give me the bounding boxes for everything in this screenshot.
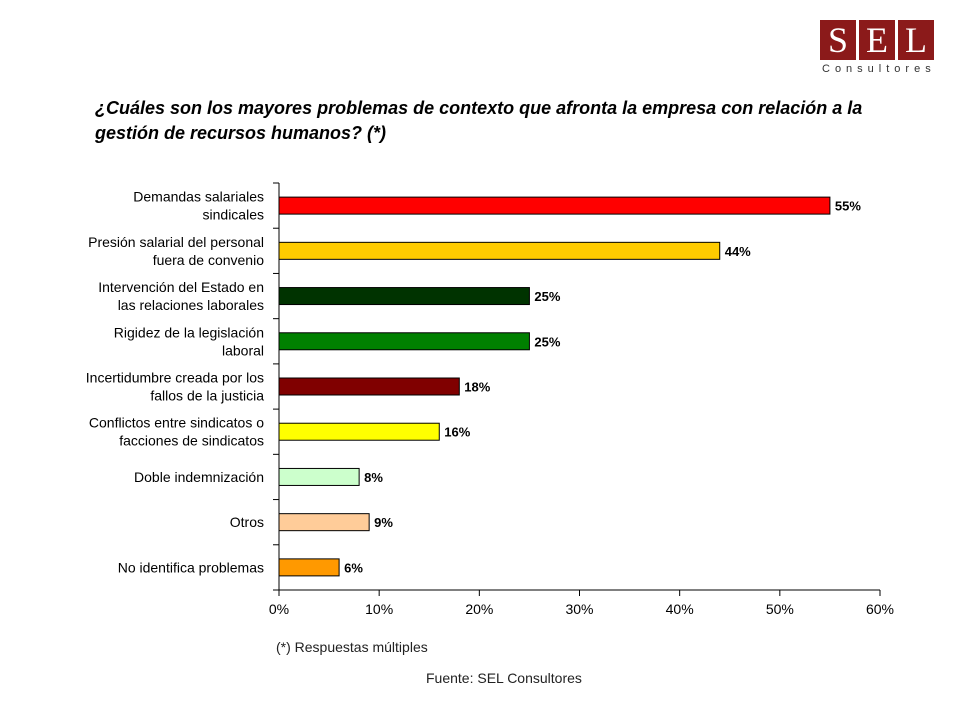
chart-title: ¿Cuáles son los mayores problemas de con… bbox=[95, 98, 863, 143]
value-label: 55% bbox=[835, 199, 861, 214]
category-label: Presión salarial del personal fuera de co… bbox=[88, 234, 264, 268]
value-label: 6% bbox=[344, 560, 363, 575]
category-label: Conflictos entre sindicatos o facciones d… bbox=[89, 415, 264, 449]
category-label: Incertidumbre creada por los fallos de la… bbox=[86, 370, 264, 404]
bar bbox=[278, 467, 360, 486]
value-label: 18% bbox=[464, 380, 490, 395]
logo-letter-l: L bbox=[898, 20, 934, 60]
x-tick-label: 50% bbox=[766, 601, 794, 617]
logo-subtitle: Consultores bbox=[822, 63, 936, 75]
logo-letter-e: E bbox=[859, 20, 895, 60]
bar bbox=[278, 422, 440, 441]
bar bbox=[278, 513, 370, 532]
x-tick-label: 60% bbox=[866, 601, 894, 617]
value-label: 16% bbox=[444, 425, 470, 440]
category-label: Otros bbox=[230, 514, 264, 530]
value-label: 25% bbox=[534, 289, 560, 304]
category-label: Intervención del Estado en las relaciones… bbox=[98, 279, 264, 313]
bar bbox=[278, 377, 460, 396]
category-label: Demandas salariales sindicales bbox=[133, 189, 264, 223]
value-label: 8% bbox=[364, 470, 383, 485]
x-tick-label: 10% bbox=[365, 601, 393, 617]
value-label: 9% bbox=[374, 515, 393, 530]
bar bbox=[278, 241, 721, 260]
sel-logo: S E L Consultores bbox=[820, 20, 936, 76]
category-label: No identifica problemas bbox=[118, 559, 264, 575]
x-tick-label: 40% bbox=[666, 601, 694, 617]
x-tick-label: 20% bbox=[465, 601, 493, 617]
source-note: Fuente: SEL Consultores bbox=[426, 670, 582, 686]
category-label: Doble indemnización bbox=[134, 469, 264, 485]
logo-letter-s: S bbox=[820, 20, 856, 60]
bar bbox=[278, 332, 530, 351]
category-label: Rigidez de la legislación laboral bbox=[114, 324, 264, 358]
x-tick-label: 0% bbox=[269, 601, 289, 617]
footnote: (*) Respuestas múltiples bbox=[276, 639, 428, 655]
x-tick-label: 30% bbox=[565, 601, 593, 617]
bar bbox=[278, 196, 831, 215]
bar bbox=[278, 558, 340, 577]
bar bbox=[278, 287, 530, 306]
value-label: 44% bbox=[725, 244, 751, 259]
value-label: 25% bbox=[534, 334, 560, 349]
